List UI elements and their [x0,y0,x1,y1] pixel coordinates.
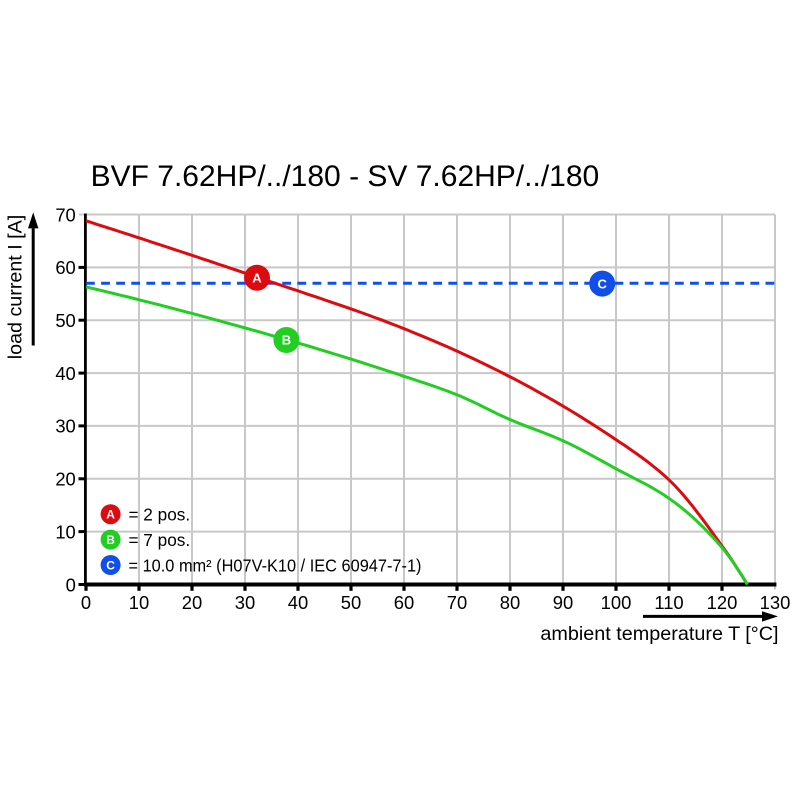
svg-text:90: 90 [553,592,573,613]
svg-text:10: 10 [55,521,75,542]
svg-text:0: 0 [66,574,76,595]
svg-text:40: 40 [55,363,75,384]
svg-text:70: 70 [55,204,75,225]
svg-text:load current I [A]: load current I [A] [5,215,27,359]
svg-text:50: 50 [55,310,75,331]
svg-text:60: 60 [55,257,75,278]
svg-text:80: 80 [500,592,520,613]
svg-text:10: 10 [129,592,149,613]
svg-text:= 10.0 mm² (H07V-K10 / IEC 609: = 10.0 mm² (H07V-K10 / IEC 60947-7-1) [129,555,422,575]
svg-text:120: 120 [707,592,738,613]
svg-text:0: 0 [81,592,91,613]
svg-text:50: 50 [341,592,361,613]
svg-text:= 2 pos.: = 2 pos. [129,505,191,525]
svg-text:BVF 7.62HP/../180 - SV 7.62HP/: BVF 7.62HP/../180 - SV 7.62HP/../180 [91,160,600,193]
svg-text:C: C [598,276,608,291]
svg-text:20: 20 [55,469,75,490]
svg-text:A: A [106,508,115,522]
svg-text:A: A [252,270,262,285]
svg-text:20: 20 [182,592,202,613]
svg-text:40: 40 [288,592,308,613]
svg-text:30: 30 [55,416,75,437]
svg-text:C: C [106,558,115,572]
svg-text:110: 110 [654,592,683,613]
svg-text:100: 100 [601,592,632,613]
svg-text:ambient temperature T [°C]: ambient temperature T [°C] [540,623,778,645]
svg-text:B: B [282,333,291,348]
svg-text:60: 60 [394,592,414,613]
svg-text:70: 70 [447,592,467,613]
svg-text:130: 130 [760,592,791,613]
svg-text:30: 30 [235,592,255,613]
svg-text:= 7 pos.: = 7 pos. [129,530,191,550]
svg-text:B: B [106,533,115,547]
